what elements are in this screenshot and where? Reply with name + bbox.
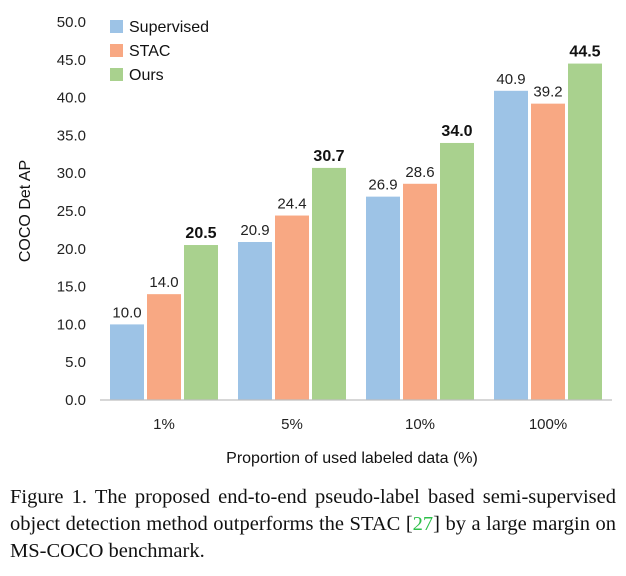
y-axis-ticks: 0.0 5.0 10.0 15.0 20.0 25.0 30.0 35.0 40.0 45.0 50…	[57, 14, 86, 409]
x-tick-label: 10%	[405, 416, 435, 433]
legend-label-supervised: Supervised	[129, 19, 209, 36]
y-tick-label: 0.0	[65, 392, 86, 409]
data-label: 24.4	[277, 196, 306, 213]
data-label: 44.5	[569, 44, 600, 61]
data-label: 34.0	[441, 123, 472, 140]
bar-ours-1pct	[184, 245, 218, 400]
legend-swatch-ours	[110, 68, 123, 81]
y-tick-label: 5.0	[65, 354, 86, 371]
bar-ours-10pct	[440, 142, 474, 400]
bar-supervised-100pct	[494, 90, 528, 401]
caption-text-end: ] by a large margin on MS-COCO benchmark…	[10, 513, 616, 562]
y-tick-label: 40.0	[57, 90, 86, 107]
y-tick-label: 45.0	[57, 52, 86, 69]
data-label: 28.6	[405, 164, 434, 181]
y-tick-label: 30.0	[57, 165, 86, 182]
x-tick-label: 5%	[281, 416, 303, 433]
bar-ours-5pct	[312, 167, 346, 400]
citation-link[interactable]: 27	[412, 513, 434, 535]
legend-swatch-supervised	[110, 20, 123, 33]
y-tick-label: 35.0	[57, 127, 86, 144]
bar-supervised-5pct	[238, 241, 272, 400]
caption-text-start: Figure 1. The proposed end-to-end pseudo…	[10, 486, 616, 535]
bar-chart: 0.0 5.0 10.0 15.0 20.0 25.0 30.0 35.0 40.0 45.0 50…	[17, 14, 612, 467]
data-labels: 10.0 14.0 20.5 20.9 24.4 30.7 26.9 28.6 34.0 40.9…	[112, 44, 600, 322]
data-label: 39.2	[533, 84, 562, 101]
x-axis-title: Proportion of used labeled data (%)	[226, 450, 478, 467]
legend-label-stac: STAC	[129, 43, 170, 60]
y-tick-label: 50.0	[57, 14, 86, 31]
y-tick-label: 20.0	[57, 241, 86, 258]
data-label: 20.9	[240, 222, 269, 239]
bar-stac-1pct	[147, 294, 181, 400]
data-label: 20.5	[185, 225, 216, 242]
y-tick-label: 15.0	[57, 279, 86, 296]
figure-caption: Figure 1. The proposed end-to-end pseudo…	[10, 484, 616, 565]
bar-supervised-10pct	[366, 196, 400, 400]
bar-stac-5pct	[275, 215, 309, 400]
data-label: 40.9	[496, 71, 525, 88]
bar-supervised-1pct	[110, 324, 144, 400]
bar-ours-100pct	[568, 63, 602, 401]
bars	[110, 63, 602, 401]
bar-stac-10pct	[403, 183, 437, 400]
data-label: 14.0	[149, 274, 178, 291]
y-tick-label: 25.0	[57, 203, 86, 220]
x-tick-label: 100%	[529, 416, 567, 433]
legend: Supervised STAC Ours	[110, 19, 209, 84]
x-axis-ticks: 1% 5% 10% 100%	[153, 416, 567, 433]
y-axis-title: COCO Det AP	[17, 160, 34, 262]
legend-label-ours: Ours	[129, 67, 164, 84]
data-label: 10.0	[112, 304, 141, 321]
bar-stac-100pct	[531, 103, 565, 400]
x-tick-label: 1%	[153, 416, 175, 433]
data-label: 26.9	[368, 177, 397, 194]
data-label: 30.7	[313, 148, 344, 165]
y-tick-label: 10.0	[57, 316, 86, 333]
legend-swatch-stac	[110, 44, 123, 57]
